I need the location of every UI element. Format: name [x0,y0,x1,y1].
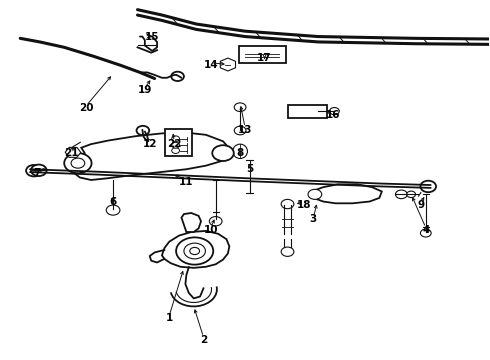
Text: 3: 3 [310,215,317,224]
Text: 11: 11 [179,177,194,187]
Polygon shape [73,133,229,180]
Circle shape [395,190,407,199]
Text: 8: 8 [237,148,244,158]
Text: 21: 21 [64,148,79,158]
Circle shape [281,247,294,256]
FancyBboxPatch shape [239,45,286,63]
Text: 4: 4 [422,225,429,235]
Text: 2: 2 [200,334,207,345]
Circle shape [171,72,184,81]
Text: 5: 5 [246,164,253,174]
FancyBboxPatch shape [288,105,327,118]
Text: 17: 17 [257,53,272,63]
Circle shape [71,158,85,168]
Circle shape [172,142,179,148]
Text: 1: 1 [166,313,173,323]
Polygon shape [313,184,382,203]
Text: 13: 13 [238,125,252,135]
Circle shape [172,136,179,141]
Circle shape [139,137,152,146]
Circle shape [190,247,199,255]
Text: 6: 6 [109,197,117,207]
Circle shape [137,126,149,135]
Ellipse shape [233,144,247,158]
Circle shape [330,108,339,115]
Circle shape [106,205,120,215]
Circle shape [234,103,246,112]
Circle shape [234,126,246,135]
Circle shape [212,145,234,161]
Text: 7: 7 [34,168,41,178]
Text: 12: 12 [143,139,157,149]
Circle shape [308,189,322,199]
Polygon shape [181,213,201,232]
Text: 22: 22 [167,139,181,149]
Circle shape [420,229,431,237]
Text: 9: 9 [417,200,424,210]
Circle shape [172,148,179,153]
Circle shape [407,191,416,198]
Text: 16: 16 [326,111,340,121]
Text: 10: 10 [203,225,218,235]
Circle shape [209,217,222,226]
Circle shape [281,199,294,209]
Text: 14: 14 [203,60,218,70]
Circle shape [176,237,213,265]
FancyBboxPatch shape [165,130,192,156]
Circle shape [31,165,47,176]
Text: 18: 18 [296,200,311,210]
Circle shape [26,165,42,176]
Circle shape [64,153,92,173]
Circle shape [184,243,205,259]
Circle shape [420,181,436,192]
Text: 20: 20 [79,103,94,113]
Text: 19: 19 [138,85,152,95]
Polygon shape [162,231,229,268]
Text: 15: 15 [145,32,159,41]
